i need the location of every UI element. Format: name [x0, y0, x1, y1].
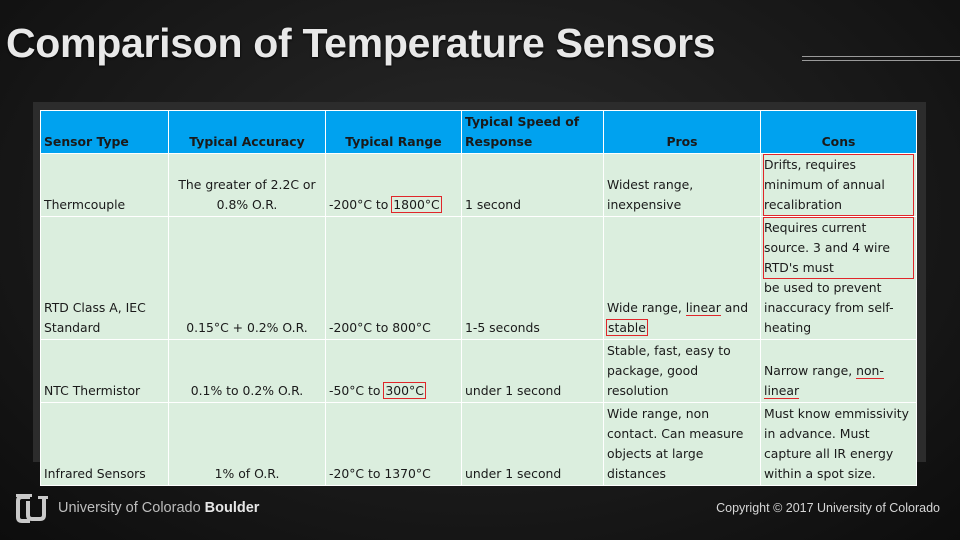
pros-highlight: stable [606, 319, 648, 336]
cell-speed: 1-5 seconds [461, 216, 604, 340]
table-header-row: Sensor Type Typical Accuracy Typical Ran… [40, 110, 917, 154]
sensor-comparison-table: Sensor Type Typical Accuracy Typical Ran… [40, 110, 917, 486]
header-typical-range: Typical Range [325, 110, 462, 154]
table-row: NTC Thermistor 0.1% to 0.2% O.R. -50°C t… [40, 339, 917, 403]
cell-pros: Wide range, linear and stable [603, 216, 761, 340]
cell-accuracy: 1% of O.R. [168, 402, 326, 486]
cons-text: be used to prevent inaccuracy from self-… [764, 280, 894, 335]
cons-underline: non-linear [764, 363, 884, 399]
cell-accuracy: 0.1% to 0.2% O.R. [168, 339, 326, 403]
university-name: University of Colorado Boulder [58, 500, 259, 516]
pros-underline: linear [685, 300, 721, 316]
table-row: Infrared Sensors 1% of O.R. -20°C to 137… [40, 402, 917, 486]
cell-cons: Must know emmissivity in advance. Must c… [760, 402, 917, 486]
cell-pros: Widest range, inexpensive [603, 153, 761, 217]
cell-pros: Stable, fast, easy to package, good reso… [603, 339, 761, 403]
cons-text: Narrow range, [764, 363, 857, 378]
cell-speed: 1 second [461, 153, 604, 217]
cell-sensor-type: Thermcouple [40, 153, 169, 217]
table-row: Thermcouple The greater of 2.2C or 0.8% … [40, 153, 917, 217]
range-highlight: 300°C [383, 382, 426, 399]
cell-accuracy: The greater of 2.2C or 0.8% O.R. [168, 153, 326, 217]
cons-highlight: Requires current source. 3 and 4 wire RT… [763, 217, 914, 279]
cell-cons: Requires current source. 3 and 4 wire RT… [760, 216, 917, 340]
cell-range: -20°C to 1370°C [325, 402, 462, 486]
header-sensor-type: Sensor Type [40, 110, 169, 154]
range-text: -50°C to [329, 383, 385, 398]
header-typical-accuracy: Typical Accuracy [168, 110, 326, 154]
slide-title: Comparison of Temperature Sensors [6, 20, 716, 66]
copyright-notice: Copyright © 2017 University of Colorado [716, 501, 940, 515]
university-prefix: University of Colorado [58, 500, 205, 516]
cons-highlight: Drifts, requires minimum of annual recal… [763, 154, 914, 216]
range-highlight: 1800°C [391, 196, 442, 213]
cell-range: -200°C to 800°C [325, 216, 462, 340]
cell-sensor-type: RTD Class A, IEC Standard [40, 216, 169, 340]
cu-logo-icon [16, 494, 48, 523]
title-rule [802, 56, 960, 61]
cell-range: -200°C to 1800°C [325, 153, 462, 217]
cell-speed: under 1 second [461, 339, 604, 403]
header-pros: Pros [603, 110, 761, 154]
cell-cons: Narrow range, non-linear [760, 339, 917, 403]
cell-range: -50°C to 300°C [325, 339, 462, 403]
cell-sensor-type: Infrared Sensors [40, 402, 169, 486]
table-row: RTD Class A, IEC Standard 0.15°C + 0.2% … [40, 216, 917, 340]
cell-sensor-type: NTC Thermistor [40, 339, 169, 403]
range-text: -200°C to [329, 197, 393, 212]
header-typical-speed: Typical Speed of Response [461, 110, 604, 154]
cell-cons: Drifts, requires minimum of annual recal… [760, 153, 917, 217]
university-bold: Boulder [204, 500, 260, 516]
header-cons: Cons [760, 110, 917, 154]
cell-speed: under 1 second [461, 402, 604, 486]
cell-pros: Wide range, non contact. Can measure obj… [603, 402, 761, 486]
cell-accuracy: 0.15°C + 0.2% O.R. [168, 216, 326, 340]
pros-text: Wide range, [607, 300, 686, 315]
pros-text: and [720, 300, 749, 315]
